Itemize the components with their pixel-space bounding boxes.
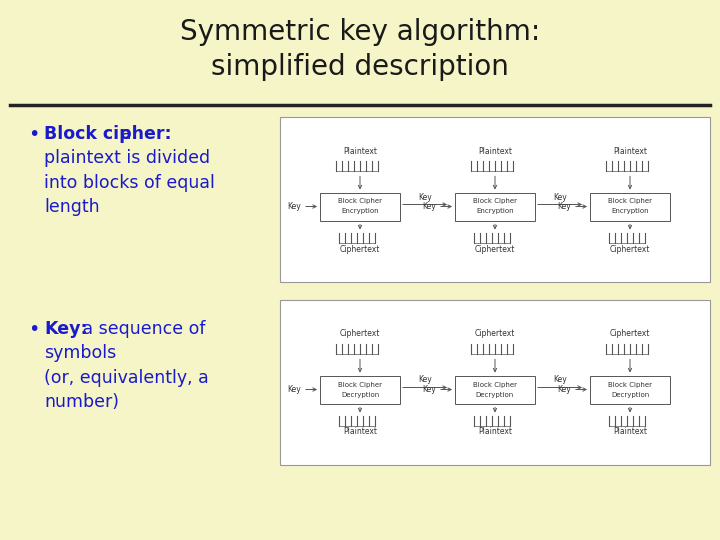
Bar <box>320 375 400 403</box>
Text: Decryption: Decryption <box>476 392 514 397</box>
Text: Block Cipher: Block Cipher <box>338 199 382 205</box>
Text: Ciphertext: Ciphertext <box>340 329 380 339</box>
Text: Key: Key <box>418 375 432 384</box>
Text: Plaintext: Plaintext <box>343 146 377 156</box>
Bar <box>590 375 670 403</box>
Text: Block Cipher: Block Cipher <box>473 381 517 388</box>
Text: Key: Key <box>287 385 301 394</box>
Text: Key: Key <box>422 202 436 211</box>
Text: Block Cipher: Block Cipher <box>608 199 652 205</box>
Text: Key: Key <box>422 385 436 394</box>
Text: Ciphertext: Ciphertext <box>474 245 516 253</box>
Bar <box>320 192 400 220</box>
Text: Encryption: Encryption <box>611 208 649 214</box>
Text: Plaintext: Plaintext <box>613 428 647 436</box>
Bar <box>455 375 535 403</box>
Text: Block Cipher: Block Cipher <box>338 381 382 388</box>
Text: Block Cipher: Block Cipher <box>473 199 517 205</box>
Text: Key: Key <box>418 192 432 201</box>
Text: Plaintext: Plaintext <box>343 428 377 436</box>
Text: Ciphertext: Ciphertext <box>474 329 516 339</box>
Text: Ciphertext: Ciphertext <box>340 245 380 253</box>
Text: Block cipher:: Block cipher: <box>44 125 171 143</box>
Text: Key: Key <box>553 375 567 384</box>
Bar <box>280 300 710 465</box>
Text: Block Cipher: Block Cipher <box>608 381 652 388</box>
Text: Plaintext: Plaintext <box>478 146 512 156</box>
Text: Key:: Key: <box>44 320 88 338</box>
Text: a sequence of
symbols
(or, equivalently, a
number): a sequence of symbols (or, equivalently,… <box>44 320 209 411</box>
Text: Decryption: Decryption <box>611 392 649 397</box>
Text: Key: Key <box>557 385 571 394</box>
Text: •: • <box>28 320 40 339</box>
Text: Plaintext: Plaintext <box>613 146 647 156</box>
Text: Ciphertext: Ciphertext <box>610 245 650 253</box>
Text: Plaintext: Plaintext <box>478 428 512 436</box>
Text: a
plaintext is divided
into blocks of equal
length: a plaintext is divided into blocks of eq… <box>44 125 215 216</box>
Text: •: • <box>28 125 40 144</box>
Text: Encryption: Encryption <box>341 208 379 214</box>
Text: Decryption: Decryption <box>341 392 379 397</box>
Bar <box>280 117 710 282</box>
Text: Key: Key <box>557 202 571 211</box>
Text: Encryption: Encryption <box>476 208 514 214</box>
Bar <box>455 192 535 220</box>
Text: Ciphertext: Ciphertext <box>610 329 650 339</box>
Text: Symmetric key algorithm:
simplified description: Symmetric key algorithm: simplified desc… <box>180 18 540 80</box>
Text: Key: Key <box>287 202 301 211</box>
Bar <box>590 192 670 220</box>
Text: Key: Key <box>553 192 567 201</box>
